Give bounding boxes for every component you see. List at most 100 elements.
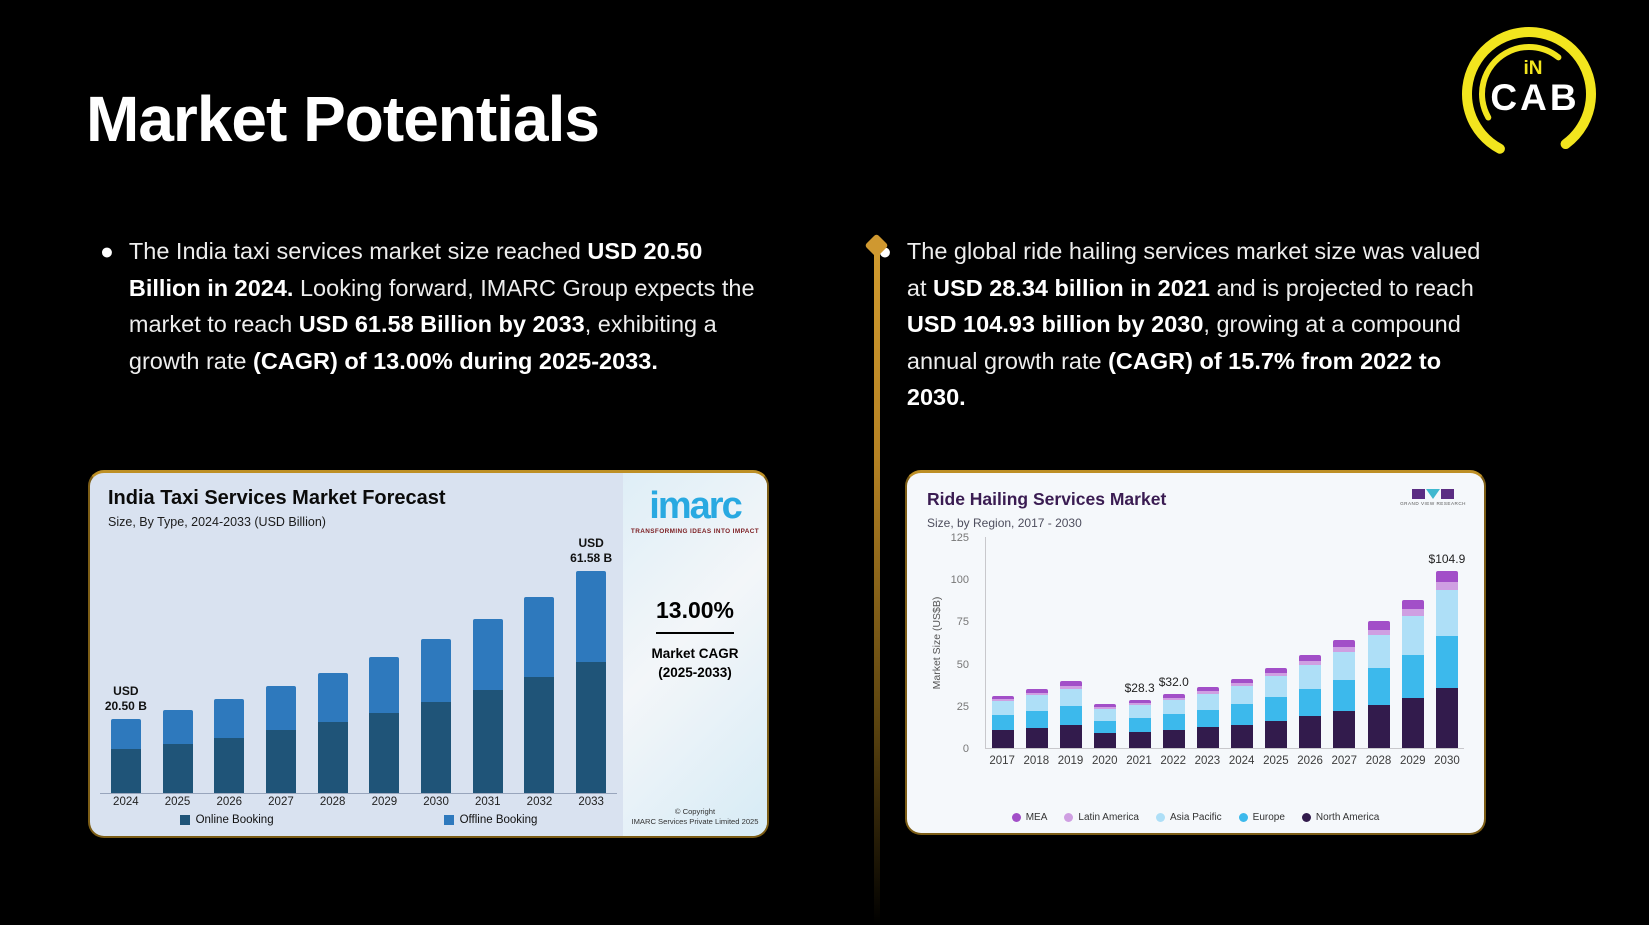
legend-swatch: [1301, 813, 1311, 822]
ride-hailing-chart-card: Ride Hailing Services Market Size, by Re…: [905, 470, 1486, 835]
cagr-label: Market CAGR: [651, 646, 739, 661]
bar-segment-latin-america: [1299, 661, 1322, 666]
bar-stack: [110, 719, 141, 793]
bar-segment-asia-pacific: [1231, 686, 1254, 705]
bar-segment-latin-america: [1196, 691, 1219, 695]
legend-label: MEA: [1025, 812, 1048, 823]
bar-segment-online-booking: [421, 702, 452, 793]
bar-segment-north-america: [1231, 724, 1254, 748]
bar-segment-online-booking: [110, 749, 141, 793]
x-axis-label: 2026: [216, 796, 243, 808]
legend-swatch: [1011, 813, 1021, 822]
legend-swatch: [1155, 813, 1165, 822]
bar-segment-mea: [1265, 667, 1288, 673]
bullet-text-run: , exhibiting a growth rate: [128, 311, 717, 374]
bar-stack: [1094, 704, 1117, 748]
bar-stack: [162, 709, 193, 793]
bullet-text: The global ride hailing services market …: [907, 233, 1506, 416]
copyright-line1: © Copyright: [674, 806, 716, 816]
bar-value-line: USD: [113, 684, 139, 699]
x-axis-label: 2029: [371, 796, 398, 808]
bar-segment-mea: [1196, 687, 1219, 692]
bullet-text: The India taxi services market size reac…: [129, 233, 762, 379]
x-axis-label: 2025: [164, 796, 191, 808]
bar-segment-asia-pacific: [1367, 635, 1390, 669]
bar-segment-offline-booking: [265, 686, 296, 730]
bar-stack: [992, 695, 1015, 748]
bar-value-label: USD 20.50 B: [105, 684, 147, 714]
bar-segment-north-america: [1094, 733, 1117, 748]
gvr-triangle-icon: [1426, 489, 1441, 499]
x-axis-label: 2029: [1399, 755, 1426, 767]
chart-subtitle: Size, By Type, 2024-2033 (USD Billion): [108, 515, 326, 529]
bar-stack: [317, 672, 348, 793]
imarc-side-panel: imarc TRANSFORMING IDEAS INTO IMPACT 13.…: [623, 473, 767, 836]
bar-segment-mea: [1231, 678, 1254, 684]
bar-segment-latin-america: [1162, 697, 1185, 700]
bar-segment-asia-pacific: [1094, 709, 1117, 721]
bullet-marker: ●: [878, 238, 892, 264]
chart-subtitle: Size, by Region, 2017 - 2030: [927, 516, 1082, 530]
bar-column: $28.3: [1123, 537, 1157, 748]
bar-value-label: $104.9: [1429, 552, 1466, 566]
bar-segment-asia-pacific: [1060, 688, 1083, 706]
bullet-text-bold: USD 61.58 Billion by 2033: [298, 311, 585, 337]
x-axis-label: 2021: [1126, 755, 1152, 767]
bar-segment-latin-america: [1401, 609, 1424, 616]
bar-segment-latin-america: [1060, 685, 1083, 689]
bar-segment-latin-america: [1333, 646, 1356, 652]
legend-swatch: [179, 815, 190, 825]
bar-segment-europe: [1094, 720, 1117, 734]
bar-segment-offline-booking: [524, 596, 555, 678]
bar-segment-mea: [992, 695, 1015, 700]
bullet-text-bold: USD 20.50 Billion in 2024.: [128, 238, 703, 301]
bar-segment-asia-pacific: [1162, 699, 1185, 714]
bar-column: [203, 539, 255, 793]
bar-column: [1191, 537, 1225, 748]
bar-value-label: $28.3: [1125, 681, 1155, 695]
bar-value-line: 61.58 B: [570, 551, 613, 566]
y-axis-tick: 25: [956, 700, 969, 713]
bar-segment-north-america: [1128, 731, 1151, 748]
y-axis-tick: 125: [950, 532, 969, 544]
bar-segment-asia-pacific: [1026, 695, 1049, 711]
bar-column: [1362, 537, 1396, 748]
x-axis-label: 2030: [1434, 755, 1460, 767]
bar-segment-asia-pacific: [1401, 615, 1424, 655]
bar-segment-north-america: [1333, 711, 1356, 748]
bar-segment-mea: [1333, 639, 1356, 647]
bar-segment-north-america: [1026, 727, 1049, 748]
bar-stack: [576, 571, 607, 793]
bar-column: $32.0: [1157, 537, 1191, 748]
bar-segment-offline-booking: [369, 656, 400, 713]
bars-area: $28.3 $32.0 $104.9: [985, 537, 1466, 749]
bullet-text-bold: USD 104.93 billion by 2030: [906, 311, 1204, 337]
bar-segment-offline-booking: [317, 672, 348, 723]
incab-logo: iN CAB: [1462, 26, 1596, 161]
grand-view-research-logo: GRAND VIEW RESEARCH: [1400, 489, 1466, 506]
bar-value-line: $28.3: [1124, 681, 1155, 696]
india-taxi-chart-card: India Taxi Services Market Forecast Size…: [88, 470, 769, 838]
bar-segment-offline-booking: [576, 571, 607, 663]
y-axis-tick: 50: [956, 658, 969, 671]
bar-segment-asia-pacific: [1128, 705, 1151, 718]
legend-item: North America: [1301, 812, 1379, 823]
bar-segment-online-booking: [317, 722, 348, 793]
legend-swatch: [443, 815, 454, 825]
bullet-text-run: The global ride hailing services market …: [906, 238, 1481, 301]
page-title: Market Potentials: [86, 83, 600, 155]
legend-label: Offline Booking: [459, 814, 538, 826]
bar-stack: [421, 639, 452, 793]
y-axis-ticks: 0 25 50 75 100 125: [939, 532, 977, 755]
bar-segment-latin-america: [992, 699, 1015, 702]
bar-segment-online-booking: [472, 690, 503, 793]
bar-segment-europe: [1299, 689, 1322, 717]
legend-label: Online Booking: [195, 814, 274, 826]
bar-column: [1327, 537, 1361, 748]
bar-stack: [1435, 570, 1458, 748]
bar-segment-offline-booking: [162, 709, 193, 744]
bar-stack: [369, 656, 400, 793]
legend-swatch: [1238, 813, 1248, 822]
bar-segment-north-america: [1162, 729, 1185, 748]
bar-segment-mea: [1162, 694, 1185, 698]
